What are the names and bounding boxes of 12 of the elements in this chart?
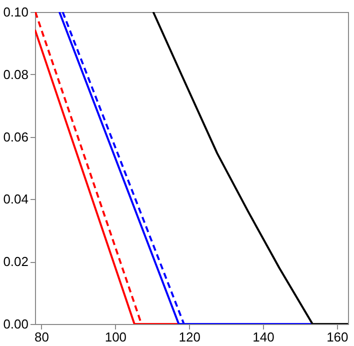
- x-tick-label: 160: [326, 330, 348, 344]
- x-tick-label: 120: [178, 330, 200, 344]
- x-tick-label: 80: [34, 330, 50, 344]
- y-tick-label: 0.10: [3, 4, 28, 20]
- y-tick-label: 0.02: [3, 254, 28, 270]
- x-tick-label: 100: [104, 330, 127, 344]
- y-tick-label: 0.04: [3, 192, 28, 207]
- line-series: [152, 12, 348, 324]
- y-tick-label: 0.00: [3, 316, 28, 332]
- y-tick-label: 0.06: [3, 129, 28, 144]
- x-tick-label: 140: [252, 330, 274, 344]
- y-tick-label: 0.08: [3, 66, 28, 82]
